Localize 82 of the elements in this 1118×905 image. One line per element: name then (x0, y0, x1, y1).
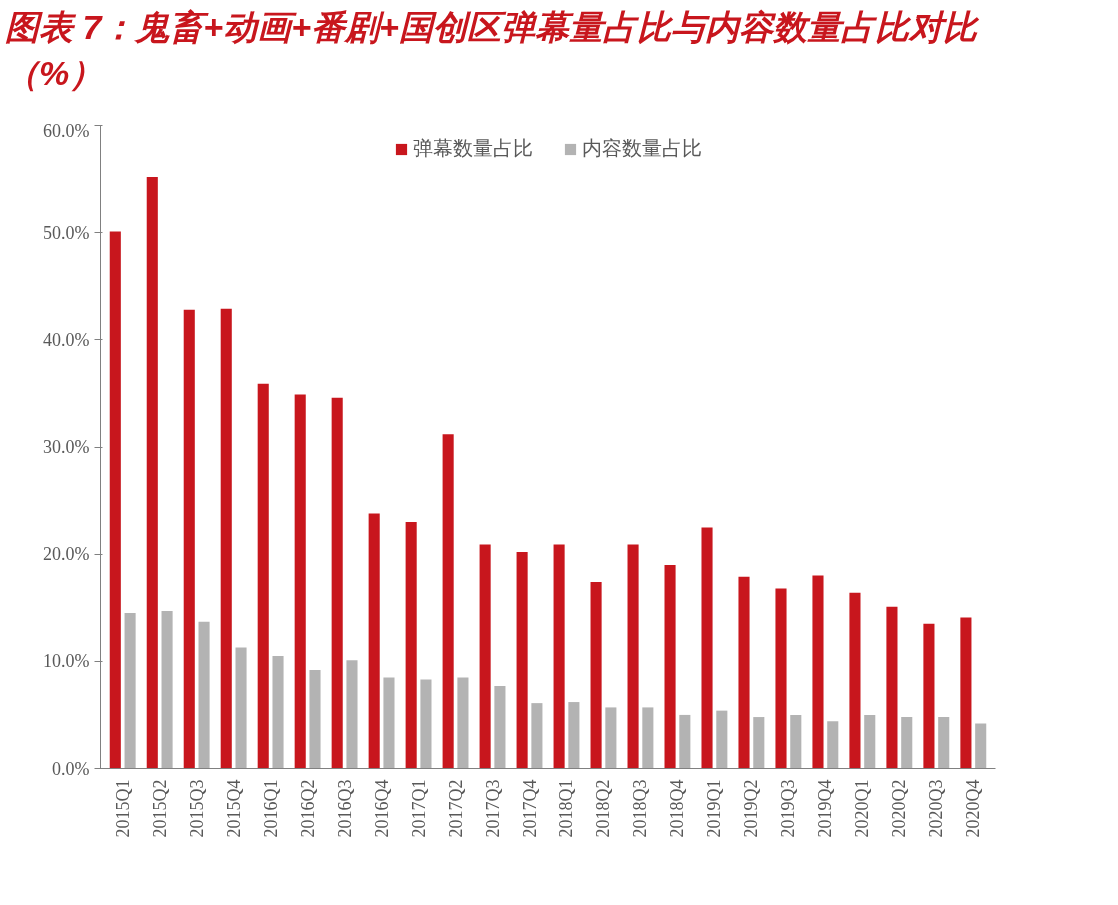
x-tick-label: 2016Q2 (297, 779, 318, 838)
x-tick-label: 2018Q3 (630, 779, 651, 838)
bar (183, 309, 195, 769)
bar (309, 669, 321, 769)
bar (109, 231, 121, 769)
bar (346, 660, 358, 769)
bar (479, 544, 491, 769)
x-tick-label: 2019Q1 (704, 779, 725, 838)
bar (938, 717, 950, 769)
bar (642, 707, 654, 769)
bar (664, 564, 676, 769)
bar (886, 606, 898, 769)
bar (716, 710, 728, 769)
bar (442, 434, 454, 769)
x-tick-label: 2019Q3 (778, 779, 799, 838)
x-tick-label: 2017Q4 (519, 779, 540, 838)
bar (494, 685, 506, 769)
bar (775, 588, 787, 769)
bar (738, 576, 750, 769)
bar (553, 544, 565, 769)
bar (975, 723, 987, 769)
bar (331, 397, 343, 769)
bar (864, 714, 876, 769)
bar (161, 610, 173, 769)
bar (790, 714, 802, 769)
bar (516, 552, 528, 769)
bar (220, 308, 232, 769)
y-tick-label: 20.0% (43, 544, 90, 565)
x-tick-label: 2019Q2 (741, 779, 762, 838)
bar (420, 679, 432, 769)
bar (812, 575, 824, 769)
bar (960, 617, 972, 769)
bar (383, 677, 395, 769)
legend-label: 内容数量占比 (581, 136, 702, 161)
x-tick-label: 2018Q2 (593, 779, 614, 838)
bar (294, 394, 306, 769)
x-tick-label: 2020Q3 (926, 779, 947, 838)
bar (457, 677, 469, 769)
bar (405, 522, 417, 769)
x-tick-label: 2020Q4 (963, 779, 984, 838)
x-tick-label: 2017Q2 (445, 779, 466, 838)
y-tick-label: 50.0% (43, 222, 90, 243)
bar (531, 703, 543, 769)
y-tick-label: 60.0% (43, 120, 90, 141)
bar (827, 721, 839, 769)
x-tick-label: 2017Q3 (482, 779, 503, 838)
x-tick-label: 2018Q4 (667, 779, 688, 838)
bar (679, 714, 691, 769)
bar (124, 613, 136, 769)
bar (146, 176, 158, 769)
x-tick-label: 2015Q1 (112, 779, 133, 838)
bar (753, 717, 765, 769)
x-tick-label: 2015Q2 (149, 779, 170, 838)
chart-title: 图表 7：鬼畜+动画+番剧+国创区弹幕量占比与内容数量占比对比（%） (5, 7, 980, 94)
x-tick-label: 2016Q3 (334, 779, 355, 838)
x-tick-label: 2020Q1 (852, 779, 873, 838)
bar (605, 707, 617, 769)
bar (568, 702, 580, 769)
bar (627, 544, 639, 769)
bar (590, 582, 602, 769)
bar (901, 717, 913, 769)
x-tick-label: 2016Q4 (371, 779, 392, 838)
y-tick-label: 10.0% (43, 651, 90, 672)
x-tick-label: 2020Q2 (889, 779, 910, 838)
y-tick-label: 30.0% (43, 437, 90, 457)
bar (198, 621, 210, 769)
x-tick-label: 2019Q4 (815, 779, 836, 838)
y-tick-label: 40.0% (43, 329, 90, 350)
x-tick-label: 2017Q1 (408, 779, 429, 838)
bar (235, 647, 247, 769)
bar (257, 383, 269, 769)
x-tick-label: 2015Q4 (223, 779, 244, 838)
bar (272, 655, 284, 769)
x-tick-label: 2018Q1 (556, 779, 577, 838)
x-tick-label: 2016Q1 (260, 779, 281, 838)
bar (923, 623, 935, 769)
bar (368, 513, 380, 769)
y-tick-label: 0.0% (52, 758, 90, 779)
bar (849, 592, 861, 769)
bar (701, 527, 713, 769)
x-tick-label: 2015Q3 (186, 779, 207, 838)
legend-label: 弹幕数量占比 (412, 136, 533, 161)
